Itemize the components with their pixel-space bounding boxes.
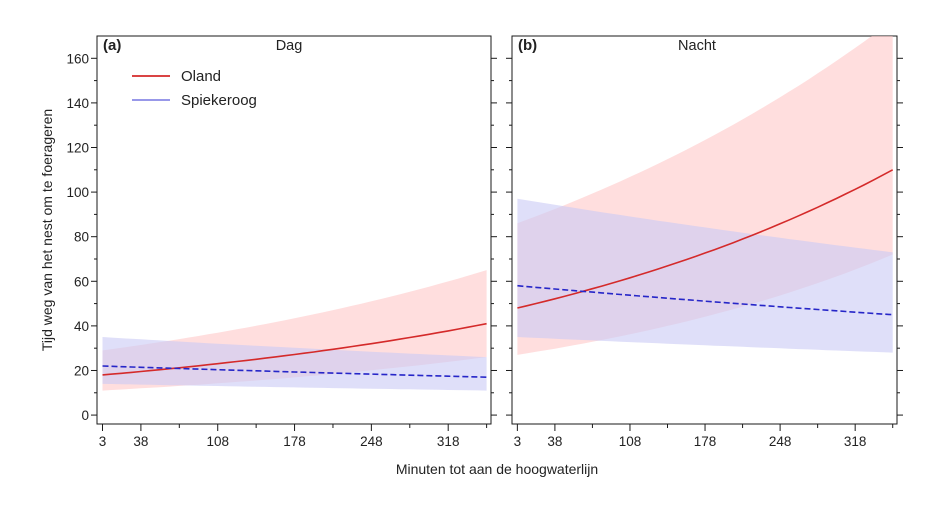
- legend-label-oland: Oland: [181, 68, 221, 85]
- panel-b-title: Nacht: [678, 38, 716, 54]
- series-line-spiekeroog-a: [102, 365, 487, 378]
- panel-a-frame: [96, 35, 492, 425]
- y-tick-label-80: 80: [74, 230, 89, 245]
- y-tick-label-20: 20: [74, 363, 89, 378]
- panel-b-label: (b): [518, 37, 537, 54]
- y-tick-label-0: 0: [81, 408, 89, 423]
- legend: Oland Spiekeroog: [132, 68, 257, 109]
- x-tick-label-b-108: 108: [619, 434, 642, 449]
- x-tick-label-a-178: 178: [283, 434, 306, 449]
- panel-a-title: Dag: [276, 38, 303, 54]
- x-tick-label-b-318: 318: [844, 434, 867, 449]
- x-tick-label-b-248: 248: [769, 434, 792, 449]
- x-tick-label-b-178: 178: [694, 434, 717, 449]
- series-line-oland-a: [102, 322, 487, 376]
- ci-band-spiekeroog-a: [102, 337, 487, 391]
- x-axis-title: Minuten tot aan de hoogwaterlijn: [396, 461, 598, 477]
- y-tick-label-60: 60: [74, 274, 89, 289]
- y-tick-label-40: 40: [74, 319, 89, 334]
- y-tick-label-140: 140: [66, 96, 89, 111]
- x-tick-label-a-38: 38: [133, 434, 148, 449]
- x-tick-label-b-3: 3: [514, 434, 522, 449]
- x-tick-label-a-318: 318: [437, 434, 460, 449]
- ci-band-spiekeroog-b: [517, 198, 893, 353]
- x-tick-label-b-38: 38: [547, 434, 562, 449]
- x-tick-label-a-248: 248: [360, 434, 383, 449]
- legend-label-spiekeroog: Spiekeroog: [181, 92, 257, 109]
- panel-b-frame: [511, 35, 898, 425]
- panel-a-label: (a): [103, 37, 121, 54]
- y-tick-label-120: 120: [66, 140, 89, 155]
- y-axis-title: Tijd weg van het nest om te foerageren: [39, 109, 55, 351]
- y-tick-label-100: 100: [66, 185, 89, 200]
- series-line-oland-b: [517, 169, 894, 309]
- x-tick-label-a-3: 3: [99, 434, 107, 449]
- y-tick-label-160: 160: [66, 51, 89, 66]
- x-tick-label-a-108: 108: [206, 434, 229, 449]
